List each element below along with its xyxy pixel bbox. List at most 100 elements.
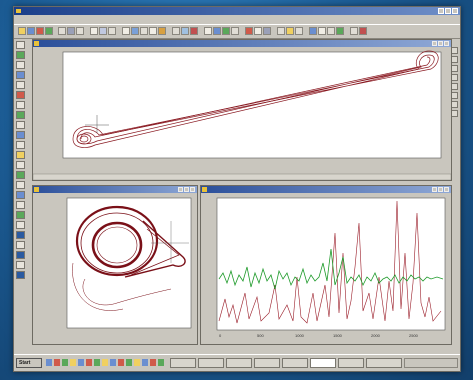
tool-icon[interactable]	[16, 151, 25, 159]
window-close-button[interactable]	[190, 187, 195, 192]
toolbar-icon[interactable]	[309, 27, 317, 35]
window-maximize-button[interactable]	[184, 187, 189, 192]
print-icon[interactable]	[36, 27, 44, 35]
toolbar-icon[interactable]	[131, 27, 139, 35]
start-button[interactable]: Start	[16, 358, 42, 368]
tool-icon[interactable]	[451, 65, 458, 72]
toolbar-icon[interactable]	[213, 27, 221, 35]
toolbar-icon[interactable]	[327, 27, 335, 35]
tool-icon[interactable]	[16, 191, 25, 199]
toolbar-icon[interactable]	[245, 27, 253, 35]
tool-icon[interactable]	[16, 51, 25, 59]
tool-icon[interactable]	[451, 101, 458, 108]
toolbar-icon[interactable]	[122, 27, 130, 35]
tool-icon[interactable]	[16, 211, 25, 219]
window-maximize-button[interactable]	[438, 187, 443, 192]
tool-icon[interactable]	[451, 74, 458, 81]
toolbar-icon[interactable]	[140, 27, 148, 35]
quick-launch-icon[interactable]	[158, 359, 164, 366]
quick-launch-icon[interactable]	[62, 359, 68, 366]
tool-icon[interactable]	[451, 83, 458, 90]
toolbar-icon[interactable]	[204, 27, 212, 35]
tool-icon[interactable]	[16, 61, 25, 69]
window-close-button[interactable]	[444, 41, 449, 46]
toolbar-icon[interactable]	[181, 27, 189, 35]
quick-launch-icon[interactable]	[78, 359, 84, 366]
top-plot[interactable]	[32, 47, 452, 181]
close-button[interactable]	[452, 8, 458, 14]
open-icon[interactable]	[18, 27, 26, 35]
bottom-right-graph-window[interactable]: 0 500 1000 1500 2000 2500	[200, 185, 452, 345]
toolbar-icon[interactable]	[254, 27, 262, 35]
tool-icon[interactable]	[16, 81, 25, 89]
minimize-button[interactable]	[438, 8, 444, 14]
quick-launch-icon[interactable]	[142, 359, 148, 366]
toolbar-icon[interactable]	[222, 27, 230, 35]
taskbar-button-active[interactable]	[310, 358, 336, 368]
tool-icon[interactable]	[16, 231, 25, 239]
quick-launch-icon[interactable]	[134, 359, 140, 366]
tool-icon[interactable]	[16, 101, 25, 109]
save-icon[interactable]	[27, 27, 35, 35]
top-graph-window[interactable]	[32, 39, 452, 181]
toolbar-icon[interactable]	[58, 27, 66, 35]
tool-icon[interactable]	[16, 111, 25, 119]
toolbar-icon[interactable]	[108, 27, 116, 35]
toolbar-icon[interactable]	[286, 27, 294, 35]
pointer-tool-icon[interactable]	[16, 41, 25, 49]
quick-launch-icon[interactable]	[102, 359, 108, 366]
taskbar-button[interactable]	[282, 358, 308, 368]
toolbar-icon[interactable]	[277, 27, 285, 35]
tool-icon[interactable]	[16, 241, 25, 249]
maximize-button[interactable]	[445, 8, 451, 14]
tool-icon[interactable]	[16, 221, 25, 229]
quick-launch-icon[interactable]	[54, 359, 60, 366]
tool-icon[interactable]	[16, 261, 25, 269]
window-minimize-button[interactable]	[178, 187, 183, 192]
window-minimize-button[interactable]	[432, 187, 437, 192]
chart-icon[interactable]	[45, 27, 53, 35]
toolbar-icon[interactable]	[295, 27, 303, 35]
tool-icon[interactable]	[16, 161, 25, 169]
window-minimize-button[interactable]	[432, 41, 437, 46]
quick-launch-icon[interactable]	[70, 359, 76, 366]
toolbar-icon[interactable]	[231, 27, 239, 35]
taskbar-button[interactable]	[254, 358, 280, 368]
toolbar-icon[interactable]	[158, 27, 166, 35]
tool-icon[interactable]	[451, 110, 458, 117]
tool-icon[interactable]	[16, 91, 25, 99]
tool-icon[interactable]	[16, 131, 25, 139]
taskbar-button[interactable]	[198, 358, 224, 368]
toolbar-icon[interactable]	[99, 27, 107, 35]
tool-icon[interactable]	[451, 92, 458, 99]
tool-icon[interactable]	[16, 201, 25, 209]
quick-launch-icon[interactable]	[94, 359, 100, 366]
tool-icon[interactable]	[16, 141, 25, 149]
toolbar-icon[interactable]	[190, 27, 198, 35]
tool-icon[interactable]	[16, 251, 25, 259]
window-maximize-button[interactable]	[438, 41, 443, 46]
toolbar-icon[interactable]	[90, 27, 98, 35]
taskbar-button[interactable]	[338, 358, 364, 368]
window-close-button[interactable]	[444, 187, 449, 192]
quick-launch-icon[interactable]	[150, 359, 156, 366]
taskbar-button[interactable]	[366, 358, 402, 368]
toolbar-icon[interactable]	[67, 27, 75, 35]
quick-launch-icon[interactable]	[126, 359, 132, 366]
tool-icon[interactable]	[16, 271, 25, 279]
quick-launch-icon[interactable]	[46, 359, 52, 366]
tool-icon[interactable]	[451, 47, 458, 54]
bottom-left-plot[interactable]	[33, 193, 197, 344]
horizontal-scrollbar[interactable]	[32, 173, 452, 181]
toolbar-icon[interactable]	[172, 27, 180, 35]
toolbar-icon[interactable]	[359, 27, 367, 35]
taskbar-button[interactable]	[226, 358, 252, 368]
bottom-right-plot[interactable]: 0 500 1000 1500 2000 2500	[201, 193, 451, 344]
quick-launch-icon[interactable]	[118, 359, 124, 366]
toolbar-icon[interactable]	[76, 27, 84, 35]
toolbar-icon[interactable]	[350, 27, 358, 35]
tool-icon[interactable]	[451, 56, 458, 63]
toolbar-icon[interactable]	[263, 27, 271, 35]
taskbar-button[interactable]	[170, 358, 196, 368]
tool-icon[interactable]	[16, 121, 25, 129]
